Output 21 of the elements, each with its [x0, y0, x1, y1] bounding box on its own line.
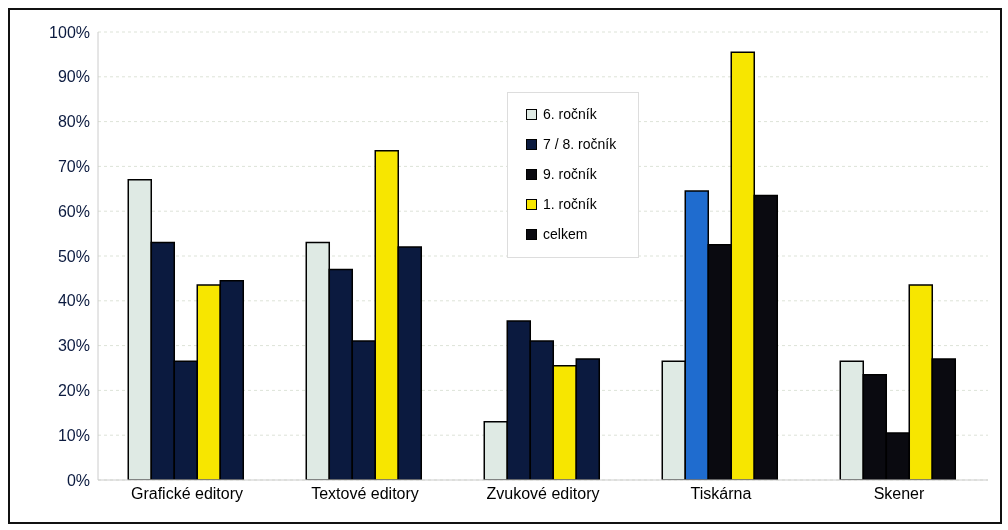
- y-tick-label: 30%: [57, 337, 90, 355]
- y-tick-label: 40%: [57, 292, 90, 310]
- y-tick-label: 70%: [57, 158, 90, 176]
- legend-label: celkem: [543, 226, 588, 242]
- x-tick-label: Skener: [873, 485, 926, 503]
- y-tick-label: 80%: [57, 113, 90, 131]
- y-tick-label: 50%: [57, 247, 90, 265]
- y-tick-label: 10%: [57, 426, 90, 444]
- y-tick-label: 20%: [57, 382, 90, 400]
- x-tick-label: Textové editory: [311, 485, 419, 503]
- y-tick-label: 60%: [57, 202, 90, 220]
- x-tick-label: Tiskárna: [690, 485, 752, 503]
- y-tick-label: 0%: [66, 471, 90, 489]
- x-tick-label: Zvukové editory: [486, 485, 600, 503]
- legend-label: 7 / 8. ročník: [543, 136, 617, 152]
- y-tick-label: 90%: [57, 68, 90, 86]
- legend-label: 6. ročník: [543, 106, 597, 122]
- legend-label: 1. ročník: [543, 196, 597, 212]
- y-tick-label: 100%: [49, 23, 90, 41]
- legend-label: 9. ročník: [543, 166, 597, 182]
- x-tick-label: Grafické editory: [130, 485, 244, 503]
